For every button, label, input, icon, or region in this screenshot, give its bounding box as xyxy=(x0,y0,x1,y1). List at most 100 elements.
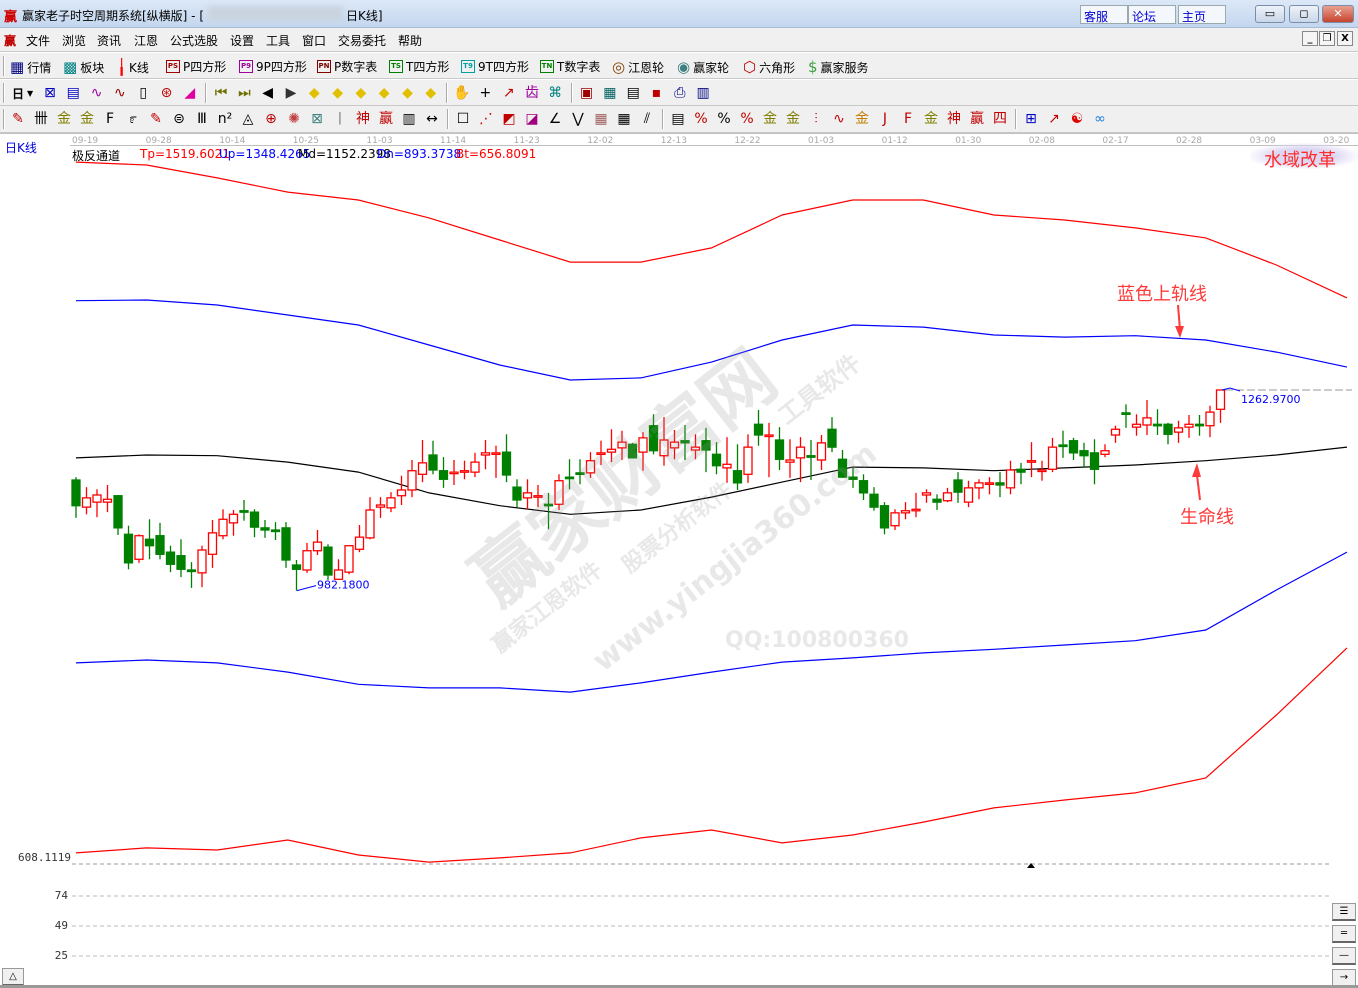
gold-angle-icon[interactable]: 金 xyxy=(924,111,938,127)
toolbar-blocks-button[interactable]: ▩ 板块 xyxy=(63,58,105,76)
menu-9[interactable]: 帮助 xyxy=(398,34,423,48)
table-icon[interactable]: ▤ xyxy=(671,111,685,127)
angle-lines-icon[interactable]: ᛁ xyxy=(335,111,345,127)
wave9-icon[interactable]: ∿ xyxy=(114,85,126,101)
toolbar-p9-button[interactable]: P9 9P四方形 xyxy=(239,60,307,74)
menu-2[interactable]: 资讯 xyxy=(97,34,122,48)
close-button[interactable]: ✕ xyxy=(1322,5,1354,23)
vertical-lines-icon[interactable]: Ⅲ xyxy=(197,111,207,127)
pen-icon[interactable]: ✎ xyxy=(12,111,24,127)
first-icon[interactable]: ⏮ xyxy=(214,85,228,101)
toolbar-tn-button[interactable]: TN T数字表 xyxy=(540,60,601,74)
mdi-restore-button[interactable]: ❐ xyxy=(1319,31,1335,46)
toolbar-grid-table-button[interactable]: ▦ 行情 xyxy=(10,58,52,76)
menu-8[interactable]: 交易委托 xyxy=(338,34,387,48)
menu-7[interactable]: 窗口 xyxy=(302,34,327,48)
panel-layout3-button[interactable]: ☰ xyxy=(1332,903,1356,921)
customer-service-link[interactable]: 客服 xyxy=(1080,5,1128,24)
panel-layout1-button[interactable]: — xyxy=(1332,947,1356,965)
candle-type-icon[interactable]: ▯ xyxy=(139,85,148,101)
toolbar-t9-button[interactable]: T9 9T四方形 xyxy=(461,58,529,75)
cycle-icon[interactable]: ⊛ xyxy=(160,85,173,101)
prev-icon[interactable]: ◀ xyxy=(262,85,274,101)
n2-icon[interactable]: n² xyxy=(217,111,233,127)
toolbar-big-wheel-button[interactable]: ◉ 赢家轮 xyxy=(677,58,730,76)
pattern-icon[interactable]: 齿 xyxy=(525,85,539,101)
gold-box-icon[interactable]: 金 xyxy=(855,111,869,127)
printer-icon[interactable]: ⎙ xyxy=(674,85,686,101)
right-diamond-icon[interactable]: ◆ xyxy=(332,85,343,101)
forum-link[interactable]: 论坛 xyxy=(1128,5,1176,24)
gold-lines2-icon[interactable]: 金 xyxy=(80,111,94,127)
period-dropdown[interactable]: 日 ▼ xyxy=(12,87,34,101)
wave-box-icon[interactable]: ∿ xyxy=(833,111,845,127)
gold-lines3-icon[interactable]: 金 xyxy=(786,111,800,127)
fan-box-icon[interactable]: ◩ xyxy=(502,111,516,127)
parallel-lines-icon[interactable]: 卌 xyxy=(34,111,48,127)
expand-panel-button[interactable]: △ xyxy=(2,968,24,986)
homepage-link[interactable]: 主页 xyxy=(1178,5,1226,24)
j-angle-icon[interactable]: J xyxy=(882,111,888,127)
percent-icon[interactable]: % xyxy=(717,111,731,127)
fan-box2-icon[interactable]: ◪ xyxy=(525,111,539,127)
god-angle-icon[interactable]: 神 xyxy=(947,111,961,127)
report-icon[interactable]: ▤ xyxy=(626,85,640,101)
measure-icon[interactable]: ↔ xyxy=(426,111,438,127)
box-icon[interactable]: ☐ xyxy=(456,111,470,127)
menu-5[interactable]: 设置 xyxy=(230,34,255,48)
f-angle-icon[interactable]: F xyxy=(903,111,913,127)
calculator-icon[interactable]: ▦ xyxy=(603,85,617,101)
menu-6[interactable]: 工具 xyxy=(266,34,291,48)
left-diamond-icon[interactable]: ◆ xyxy=(308,85,320,101)
toolbar-candlestick-button[interactable]: ╽ K线 xyxy=(117,58,149,76)
notes-icon[interactable]: ▤ xyxy=(66,85,80,101)
chart-line-icon[interactable]: ↗ xyxy=(1048,111,1060,127)
percent-fan-icon[interactable]: % xyxy=(694,111,708,127)
percent-lines-icon[interactable]: % xyxy=(740,111,754,127)
grid-icon[interactable]: ▦ xyxy=(594,111,608,127)
move-icon[interactable]: ◆ xyxy=(425,85,437,101)
expand-h-icon[interactable]: ◆ xyxy=(355,85,367,101)
last-icon[interactable]: ⏭ xyxy=(238,85,251,101)
target-icon[interactable]: ⊕ xyxy=(265,111,277,127)
zigzag-icon[interactable]: ⋁ xyxy=(572,111,584,127)
crosshair-icon[interactable]: + xyxy=(479,85,492,101)
triangle-icon[interactable]: ◬ xyxy=(242,111,254,127)
minimize-button[interactable]: ▭ xyxy=(1255,5,1285,23)
hand-icon[interactable]: ✋ xyxy=(453,85,471,101)
menu-1[interactable]: 浏览 xyxy=(62,34,87,48)
slant-lines-icon[interactable]: ⫽ xyxy=(643,111,651,127)
infinity-icon[interactable]: ∞ xyxy=(1094,111,1106,127)
chart-style-icon[interactable]: ⊠ xyxy=(44,85,56,101)
expand-icon[interactable]: ◆ xyxy=(402,85,413,101)
grid2-icon[interactable]: ▦ xyxy=(617,111,631,127)
comb-icon[interactable]: ▥ xyxy=(402,111,416,127)
menu-0[interactable]: 文件 xyxy=(26,34,51,48)
ruler-icon[interactable]: ⫶ xyxy=(814,111,818,127)
gold-circle-icon[interactable]: 金 xyxy=(763,111,777,127)
menu-4[interactable]: 公式选股 xyxy=(170,34,219,48)
four-angle-icon[interactable]: 四 xyxy=(993,111,1007,127)
god-icon[interactable]: 神 xyxy=(356,111,370,127)
wave3-icon[interactable]: ∿ xyxy=(90,85,103,101)
yinyang-icon[interactable]: ☯ xyxy=(1070,111,1084,127)
line-draw-icon[interactable]: ↗ xyxy=(502,85,515,101)
trade-icon[interactable]: ▥ xyxy=(696,85,710,101)
win-icon[interactable]: 赢 xyxy=(379,111,393,127)
spiral-icon[interactable]: ೯ xyxy=(129,111,137,127)
angle-icon[interactable]: ∠ xyxy=(548,111,562,127)
toolbar-pn-button[interactable]: PN P数字表 xyxy=(317,60,378,74)
toolbar-gann-wheel-button[interactable]: ◎ 江恩轮 xyxy=(612,58,665,76)
pattern2-icon[interactable]: ⌘ xyxy=(548,85,563,101)
panel-layout2-button[interactable]: ═ xyxy=(1332,925,1356,943)
square-web-icon[interactable]: ⊠ xyxy=(311,111,323,127)
maximize-button[interactable]: ◻ xyxy=(1289,5,1319,23)
marker-icon[interactable]: ✎ xyxy=(150,111,162,127)
mdi-close-button[interactable]: X xyxy=(1337,31,1353,46)
fib-lines-icon[interactable]: F xyxy=(105,111,115,127)
mdi-minimize-button[interactable]: _ xyxy=(1302,31,1318,46)
crossgrid-icon[interactable]: ⊞ xyxy=(1025,111,1037,127)
flag-icon[interactable]: ◢ xyxy=(184,85,196,101)
fan-icon[interactable]: ⋰ xyxy=(479,111,493,127)
